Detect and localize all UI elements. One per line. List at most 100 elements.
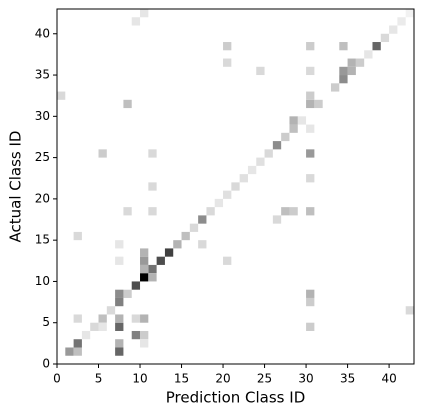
cell [115,289,124,298]
cell [173,240,182,249]
cell [306,322,315,331]
cell [140,248,149,257]
cell [65,347,74,356]
cell [164,248,174,257]
x-tick-label: 30 [298,372,313,386]
cell [140,314,149,323]
cell [281,132,290,142]
cell [214,198,224,208]
cell [131,314,141,323]
cell [264,149,273,158]
y-tick-label: 30 [35,109,50,123]
cell [123,99,132,109]
y-tick-label: 40 [35,26,50,40]
cell [90,322,99,331]
cell [306,91,315,100]
cell [98,149,107,158]
cell [306,289,315,298]
cell [256,157,265,166]
cell [115,314,124,323]
x-tick-label: 20 [215,372,230,386]
x-tick-label: 0 [53,372,61,386]
cell [405,306,414,315]
x-tick-label: 25 [257,372,272,386]
cell [405,9,414,18]
cell [148,182,157,191]
cell [239,174,248,183]
cell [306,297,315,307]
cell [198,215,207,224]
y-tick-label: 20 [35,191,50,205]
cell [355,58,365,67]
y-tick-label: 10 [35,274,50,288]
cell [289,116,298,125]
cell [140,264,149,274]
cell [247,165,257,175]
cell [156,256,165,265]
y-tick-label: 15 [35,233,50,247]
cell [347,66,356,76]
cell [131,281,141,290]
y-axis-label: Actual Class ID [7,131,25,243]
x-tick-label: 40 [381,372,396,386]
x-tick-label: 35 [340,372,355,386]
cell [115,297,124,307]
cell [140,330,149,340]
plot-frame [56,8,415,365]
cell [73,347,82,356]
y-tick-label: 25 [35,150,50,164]
cell [81,330,91,340]
cell [297,116,307,125]
cell [115,347,124,356]
cell [339,42,348,51]
y-tick-label: 35 [35,68,50,82]
cell [306,207,315,216]
cell [189,223,199,232]
cell [140,9,149,18]
x-tick-label: 15 [174,372,189,386]
cell [223,190,232,199]
cell [115,256,124,265]
cell [339,75,348,84]
cell [98,322,107,331]
cell [289,207,298,216]
cell [314,99,323,109]
cell [397,17,406,26]
x-tick-label: 5 [95,372,103,386]
cell [131,17,141,26]
cell [123,289,132,298]
cell [73,314,82,323]
cell [372,42,381,51]
cell [148,273,157,282]
cell [281,207,290,216]
cell [347,58,356,67]
cell [140,339,149,348]
cell [198,240,207,249]
cell [364,50,373,59]
cell [140,256,149,265]
cell [306,66,315,76]
cell [306,149,315,158]
cell [181,231,190,241]
cell [256,66,265,76]
cell [123,207,132,216]
cell [339,66,348,76]
cell [98,314,107,323]
y-tick-label: 5 [42,315,50,329]
cell [380,33,390,43]
cell [148,149,157,158]
cell [140,273,149,282]
cell [223,42,232,51]
cell [389,25,398,34]
cells [57,9,414,356]
cell [289,124,298,133]
cell [306,42,315,51]
cell [148,264,157,274]
cell [223,58,232,67]
cell [231,182,240,191]
y-tick-label: 0 [42,357,50,371]
cell [272,141,282,150]
cell [131,330,141,340]
cell [106,306,116,315]
